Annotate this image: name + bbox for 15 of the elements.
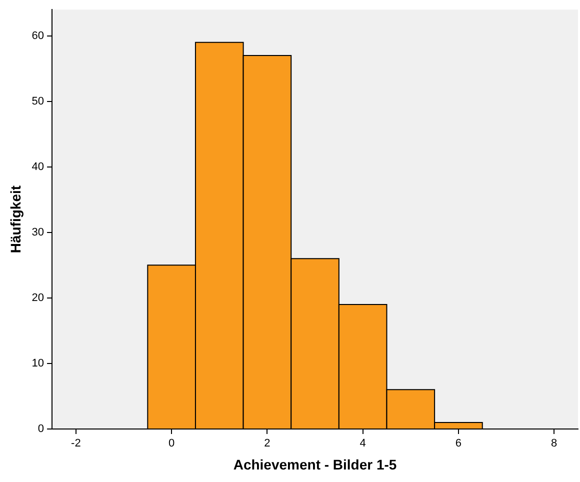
y-tick-label: 30 [32,226,44,238]
x-tick-label: 6 [455,438,462,450]
y-tick-label: 10 [32,358,44,370]
x-tick-label: 8 [551,438,558,450]
y-tick-label: 40 [32,160,44,173]
y-axis-title: Häufigkeit [7,185,24,254]
x-tick-label: 2 [264,438,270,450]
y-tick-label: 60 [32,30,44,42]
y-tick-label: 50 [32,95,44,108]
y-tick-label: 20 [32,292,44,304]
x-tick-label: -2 [71,438,81,450]
x-axis-title: Achievement - Bilder 1-5 [233,456,397,472]
x-tick-label: 4 [360,438,366,450]
x-tick-label: 0 [168,438,175,450]
y-tick-label: 0 [38,423,44,436]
